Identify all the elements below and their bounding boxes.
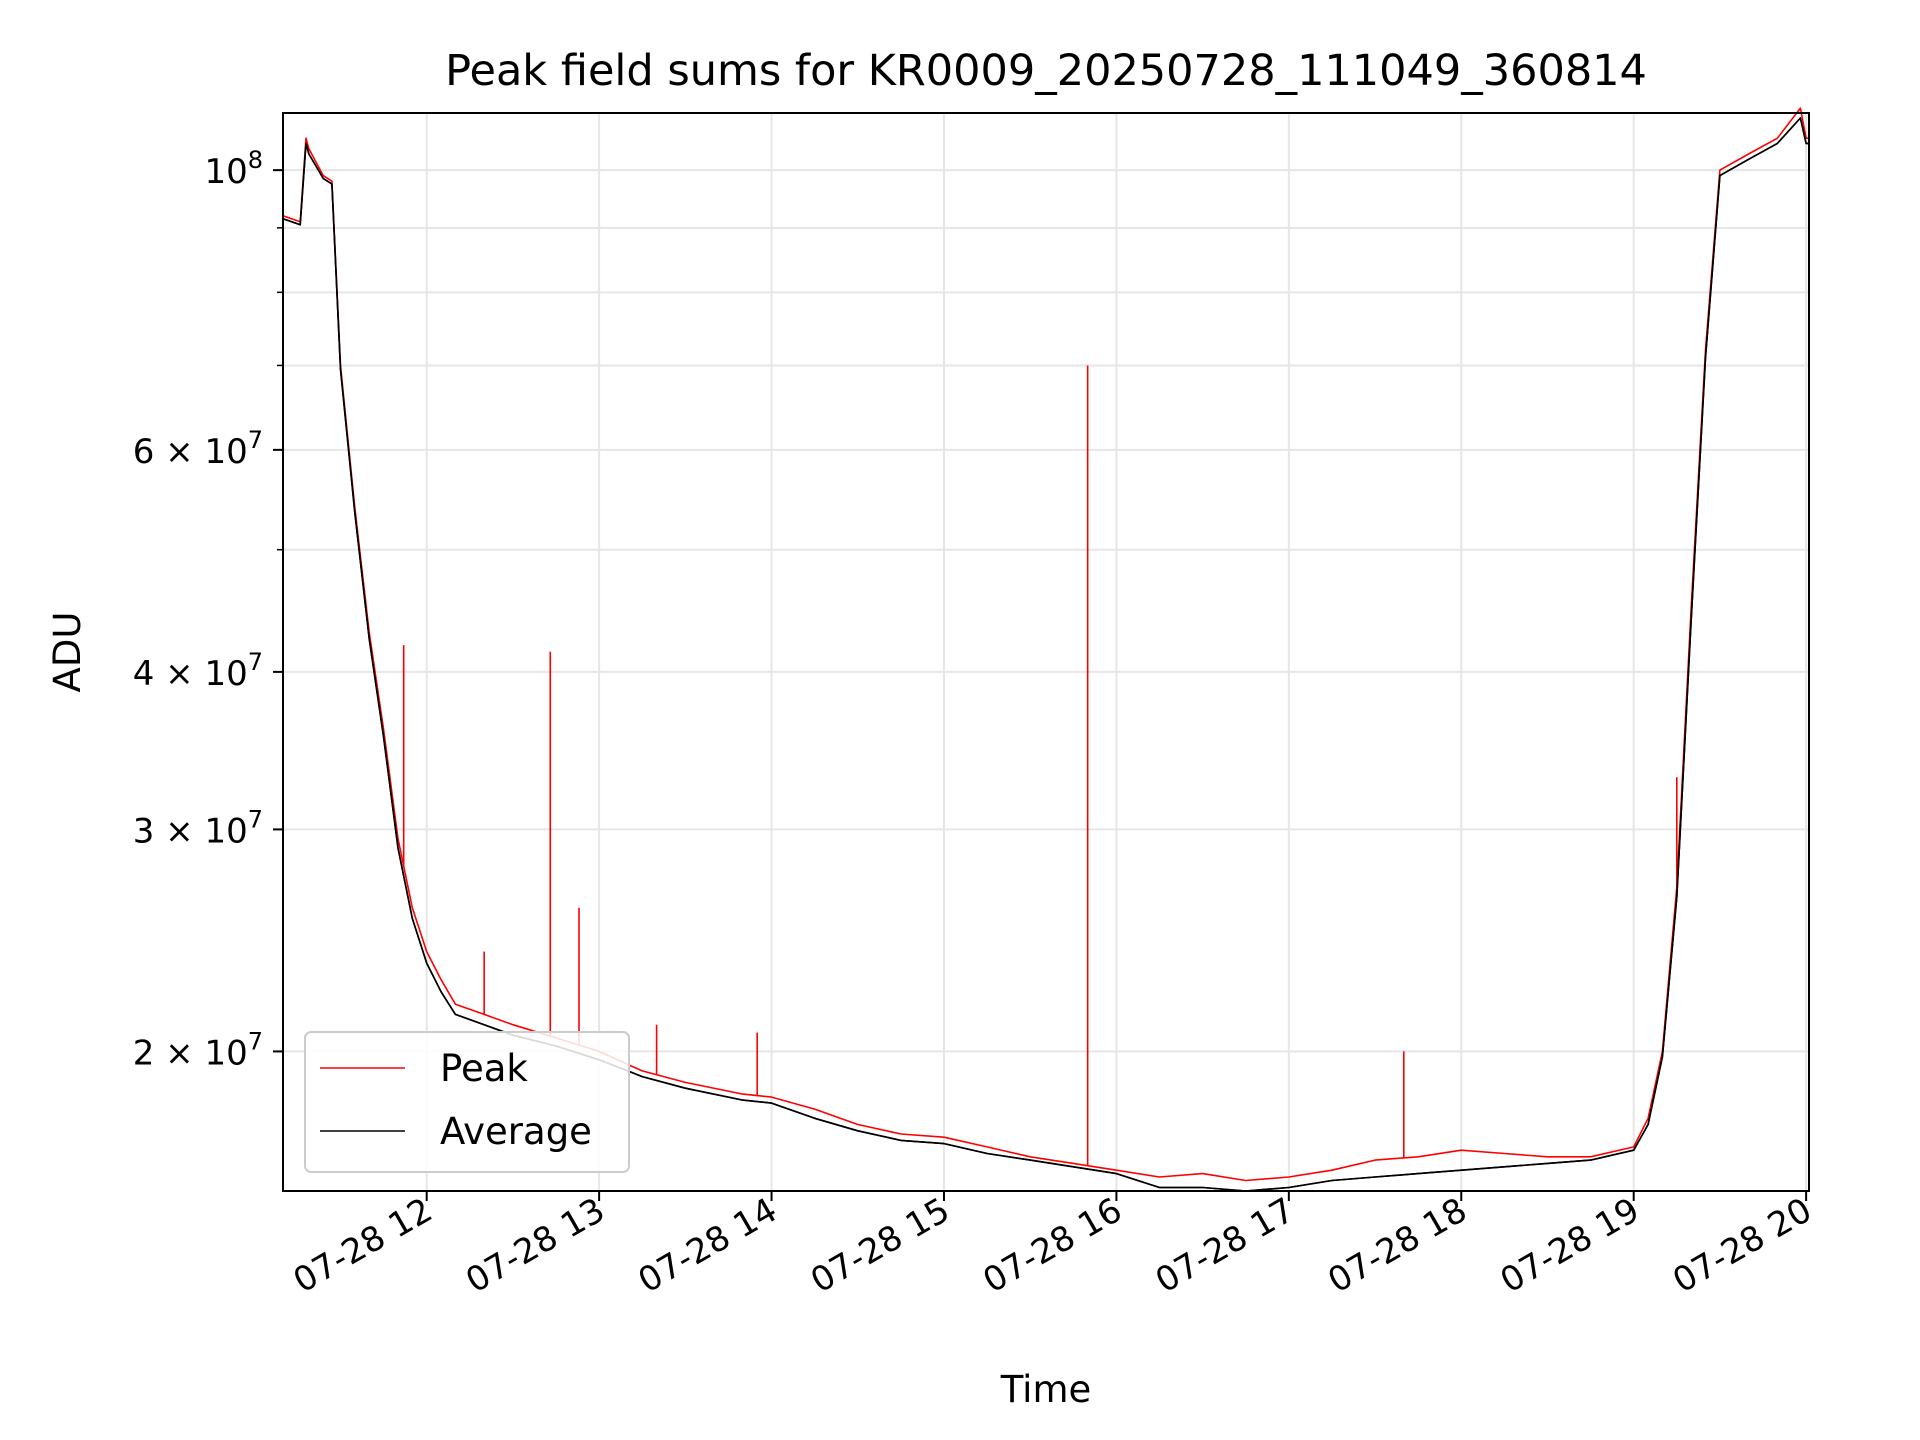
y-tick-label-exponent: 7 <box>248 1027 263 1055</box>
y-tick-label-exponent: 7 <box>248 805 263 833</box>
x-axis-label: Time <box>1000 1368 1092 1411</box>
legend-label-average: Average <box>440 1110 592 1153</box>
y-tick-label-exponent: 8 <box>248 146 263 174</box>
y-tick-label-base: 2 × 10 <box>133 1033 248 1073</box>
y-tick-label: 108 <box>204 146 263 192</box>
plot-frame <box>282 112 1810 1192</box>
chart-title: Peak field sums for KR0009_20250728_1110… <box>445 46 1647 96</box>
y-tick-label-base: 4 × 10 <box>133 654 248 694</box>
y-axis-label: ADU <box>46 612 89 693</box>
y-tick-label: 6 × 107 <box>133 426 263 472</box>
y-tick-label: 4 × 107 <box>133 648 263 694</box>
y-tick-label: 2 × 107 <box>133 1027 263 1073</box>
grid <box>283 113 1809 1191</box>
y-tick-label: 3 × 107 <box>133 805 263 851</box>
y-tick-label-exponent: 7 <box>248 426 263 454</box>
y-tick-label-base: 6 × 10 <box>133 432 248 472</box>
legend: Peak Average <box>304 1031 630 1173</box>
series-line-average-top <box>282 117 1809 1192</box>
y-tick-label-base: 3 × 10 <box>133 811 248 851</box>
y-tick-label-base: 10 <box>204 152 247 192</box>
series-layer <box>282 107 1809 1192</box>
y-tick-label-exponent: 7 <box>248 648 263 676</box>
legend-label-peak: Peak <box>440 1047 528 1090</box>
legend-box <box>304 1031 630 1173</box>
